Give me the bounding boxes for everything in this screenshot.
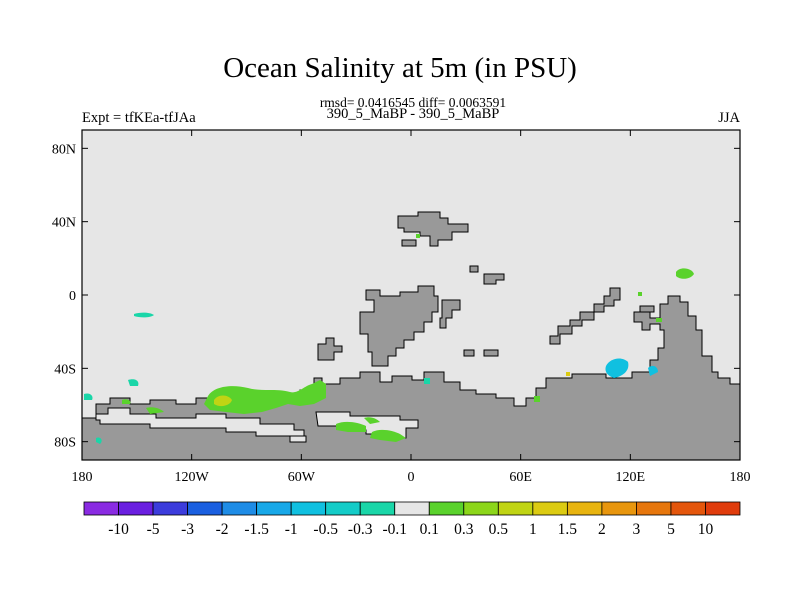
y-tick-label: 0 xyxy=(69,289,76,304)
colorbar-label: 1 xyxy=(529,521,537,538)
land-arabia xyxy=(469,265,479,273)
anomaly-patches xyxy=(84,234,694,444)
x-tick-label: 0 xyxy=(408,470,415,485)
x-tick-label: 60W xyxy=(288,470,316,485)
patch-small-teal-1 xyxy=(424,378,430,384)
colorbar-swatch xyxy=(670,501,706,516)
colorbar-label: -1.5 xyxy=(244,521,269,538)
x-tick-label: 120W xyxy=(175,470,210,485)
land-small-block-3 xyxy=(439,299,461,329)
colorbar-swatch xyxy=(428,501,465,516)
colorbar-swatch xyxy=(463,501,499,516)
colorbar-swatch xyxy=(118,501,154,516)
cavity-west xyxy=(95,407,305,437)
colorbar-swatch xyxy=(152,501,188,516)
land-europe xyxy=(397,211,469,247)
x-tick-label: 180 xyxy=(730,470,751,485)
colorbar-label: 3 xyxy=(633,521,641,538)
difference-label: 390_5_MaBP - 390_5_MaBP xyxy=(326,106,500,122)
patch-small-green-4 xyxy=(656,318,662,322)
colorbar-swatch xyxy=(566,501,603,516)
y-tick-label: 80N xyxy=(52,142,76,157)
patch-south-pacific-green xyxy=(204,380,326,414)
x-tick-label: 120E xyxy=(616,470,646,485)
colorbar-label: -5 xyxy=(147,521,160,538)
patch-west-green-3 xyxy=(122,399,131,404)
land-maritime xyxy=(549,287,621,345)
colorbar-label: 1.5 xyxy=(558,521,578,538)
cavity-ross xyxy=(289,435,307,443)
land-south-america xyxy=(317,337,343,361)
colorbar-swatch xyxy=(83,501,119,516)
patch-small-green-2 xyxy=(638,292,642,296)
colorbar-label: -0.5 xyxy=(313,521,338,538)
colorbar-swatch xyxy=(187,501,223,516)
colorbar: -10 -5 -3 -2 -1.5 -1 -0.5 -0.3 -0.1 0.1 0.3 0.5 1 1.5… xyxy=(83,501,741,538)
patch-nw-pacific-green xyxy=(676,268,694,279)
patch-small-yellow xyxy=(566,372,570,376)
colorbar-label: 0.5 xyxy=(489,521,509,538)
x-tick-label: 180 xyxy=(72,470,93,485)
colorbar-label: -0.1 xyxy=(382,521,407,538)
x-tick-label: 60E xyxy=(509,470,532,485)
colorbar-label: -3 xyxy=(181,521,194,538)
experiment-label: Expt = tfKEa-tfJAa xyxy=(82,110,196,126)
land-central-mass xyxy=(359,285,439,367)
colorbar-swatch xyxy=(256,501,292,516)
stats-line: rmsd= 0.0416545 diff= 0.0063591 xyxy=(319,95,507,110)
colorbar-swatch xyxy=(497,501,534,516)
y-tick-label: 40N xyxy=(52,216,76,231)
x-axis: 180 120W 60W 0 60E 120E 180 xyxy=(72,130,751,485)
map-layer xyxy=(82,211,740,460)
patch-west-teal-2 xyxy=(96,437,102,444)
colorbar-swatch xyxy=(221,501,258,516)
land-small-block-6 xyxy=(639,305,655,313)
patch-weddell-green xyxy=(336,421,366,432)
chart-title: Ocean Salinity at 5m (in PSU) xyxy=(223,52,577,84)
season-label: JJA xyxy=(718,110,740,126)
patch-small-green-3 xyxy=(534,396,540,402)
patch-indian-teal-2 xyxy=(648,365,658,376)
land-small-block-1 xyxy=(401,239,417,247)
colorbar-swatch xyxy=(290,501,327,516)
land-small-block-4 xyxy=(463,349,475,357)
colorbar-label: -1 xyxy=(285,521,298,538)
colorbar-label: 5 xyxy=(667,521,675,538)
patch-west-teal-3 xyxy=(128,379,139,386)
colorbar-swatch xyxy=(532,501,568,516)
colorbar-label: 0.1 xyxy=(420,521,439,538)
colorbar-swatch xyxy=(705,501,741,516)
y-tick-label: 40S xyxy=(54,362,76,377)
y-tick-label: 80S xyxy=(54,436,76,451)
land-small-block-2 xyxy=(483,273,505,285)
patch-weddell-green-2 xyxy=(370,429,406,442)
y-axis: 80N 40N 0 40S 80S xyxy=(52,142,740,451)
patch-west-teal xyxy=(84,393,93,400)
colorbar-swatch xyxy=(601,501,637,516)
colorbar-swatch xyxy=(394,501,430,516)
colorbar-swatch xyxy=(636,501,672,516)
patch-indian-teal xyxy=(605,358,629,378)
colorbar-swatch xyxy=(359,501,396,516)
colorbar-label: -2 xyxy=(216,521,229,538)
patch-pacific-teal xyxy=(134,312,154,318)
patch-atlantic-green xyxy=(364,417,380,424)
land-small-block-5 xyxy=(483,349,499,357)
colorbar-label: -0.3 xyxy=(348,521,373,538)
patch-small-green-1 xyxy=(416,234,420,238)
patch-west-green-small xyxy=(146,407,164,414)
colorbar-swatch xyxy=(325,501,361,516)
colorbar-label: 2 xyxy=(598,521,606,538)
colorbar-label: 10 xyxy=(698,521,714,538)
patch-central-yellow xyxy=(214,395,232,407)
colorbar-label: 0.3 xyxy=(454,521,474,538)
colorbar-label: -10 xyxy=(108,521,129,538)
